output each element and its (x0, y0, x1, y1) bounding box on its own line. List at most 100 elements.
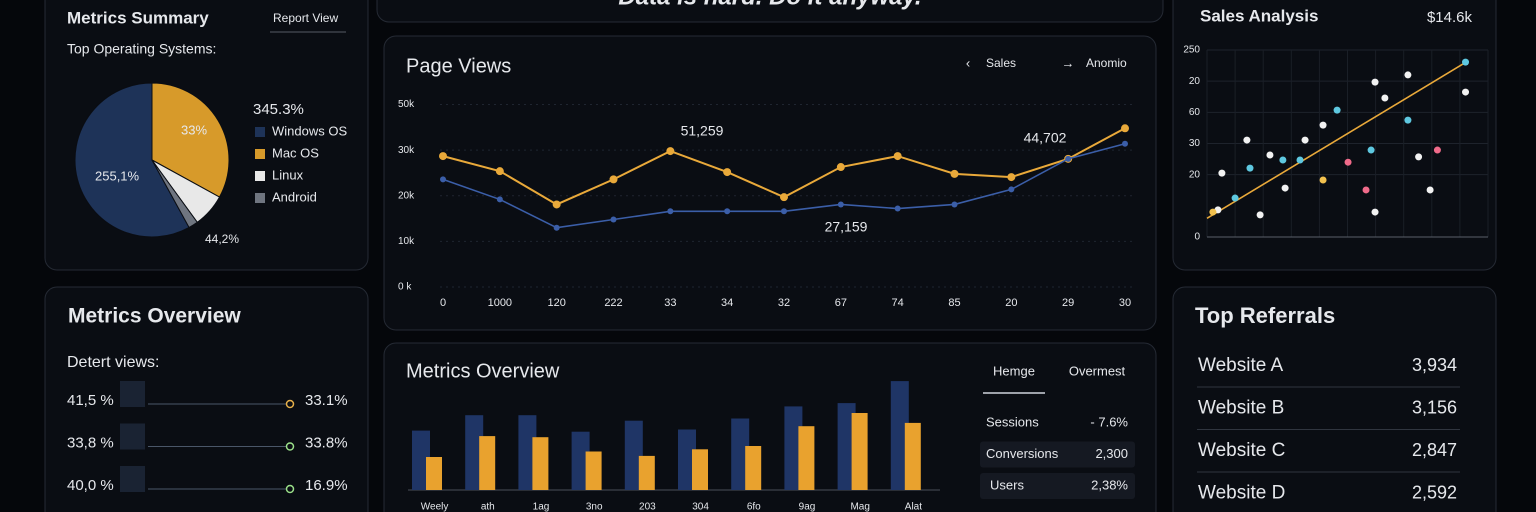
row-block (120, 423, 145, 450)
panel (376, 0, 1164, 23)
y-tick-label: 0 (1194, 232, 1200, 243)
pie-slice (151, 82, 230, 198)
scatter-point (1296, 156, 1304, 164)
panel (383, 35, 1157, 331)
row-dot (285, 442, 295, 451)
row-bg (980, 473, 1135, 499)
line-point (781, 208, 787, 215)
bar (532, 437, 549, 490)
panel-title: Metrics Overview (68, 305, 241, 328)
panel (1172, 286, 1497, 512)
legend-swatch (255, 193, 265, 203)
row-label: Sessions (986, 414, 1039, 429)
report-button[interactable]: Report View (273, 11, 338, 25)
bar (624, 420, 643, 490)
scatter-point (1301, 136, 1309, 144)
bar (745, 446, 762, 490)
scatter-point (1404, 116, 1412, 124)
line-point (837, 201, 844, 208)
x-tick-label: 304 (692, 502, 709, 512)
x-tick-label: 34 (721, 297, 733, 309)
scatter-point (1404, 71, 1412, 79)
row-label: 40,0 % (67, 477, 114, 494)
row-block (120, 466, 145, 492)
bar (904, 422, 921, 490)
line-point (1122, 140, 1128, 147)
y-tick-label: 10k (398, 236, 415, 247)
bar (412, 430, 430, 490)
tab[interactable]: Hemge (993, 363, 1035, 378)
row-value: 33.1% (305, 392, 348, 409)
scatter-point (1462, 88, 1470, 96)
referral-name: Website B (1198, 398, 1284, 419)
row-block (120, 381, 145, 407)
chart-title: Page Views (406, 55, 511, 77)
x-tick-label: 33 (664, 297, 676, 309)
chart-annotation: 44,702 (1024, 130, 1067, 146)
referral-value: 3,934 (1412, 355, 1457, 375)
line-point (495, 167, 504, 176)
scatter-point (1231, 194, 1239, 202)
scatter-point (1243, 136, 1251, 144)
chart-annotation: 27,159 (825, 219, 868, 235)
legend-label: Anomio (1086, 56, 1127, 70)
legend-label: Sales (986, 56, 1016, 70)
scatter-point (1381, 94, 1389, 102)
line-point (496, 196, 503, 203)
legend-label: Android (272, 189, 317, 204)
referral-name: Website D (1198, 483, 1285, 504)
row-label: 41,5 % (67, 392, 114, 409)
scatter-point (1362, 186, 1370, 194)
referral-value: 2,592 (1412, 482, 1457, 502)
x-tick-label: 1ag (533, 502, 550, 512)
x-tick-label: 3no (586, 502, 603, 512)
bar (585, 451, 602, 490)
scatter-point (1209, 208, 1217, 216)
pie-slice (74, 82, 190, 238)
x-tick-label: 85 (948, 297, 960, 309)
chart-title: Metrics Overview (406, 360, 560, 382)
scatter-point (1344, 158, 1352, 166)
line-point (894, 205, 901, 212)
x-tick-label: 29 (1062, 297, 1074, 309)
referral-name: Website C (1198, 440, 1285, 461)
x-tick-label: 203 (639, 502, 656, 512)
y-tick-label: 250 (1183, 45, 1200, 56)
line-point (893, 152, 902, 161)
x-tick-label: ath (481, 502, 495, 512)
x-tick-label: Weely (421, 502, 449, 512)
pie-annotation: 44,2% (205, 232, 239, 246)
referral-value: 3,156 (1412, 397, 1457, 417)
x-tick-label: 120 (547, 297, 565, 309)
x-tick-label: 74 (892, 297, 904, 309)
scatter-point (1319, 176, 1327, 184)
referral-value: 2,847 (1412, 440, 1457, 460)
bar (571, 431, 590, 490)
scatter-point (1415, 153, 1423, 161)
line-point (1121, 124, 1129, 133)
panel-subtitle: Top Operating Systems: (67, 41, 216, 57)
legend-icon: ‹ (966, 55, 970, 70)
pie-annotation: 255,1% (95, 168, 140, 183)
y-tick-label: 30 (1189, 138, 1201, 149)
legend-icon: → (1062, 55, 1075, 70)
trend-line (1206, 61, 1466, 219)
legend-label: Mac OS (272, 145, 319, 160)
scatter-point (1371, 208, 1379, 216)
legend-swatch (255, 171, 265, 181)
legend-swatch (255, 127, 265, 137)
tab[interactable]: Overmest (1069, 363, 1126, 378)
scatter-point (1246, 164, 1254, 172)
x-tick-label: Mag (850, 502, 869, 512)
scatter-point (1218, 169, 1226, 177)
scatter-point (1462, 58, 1470, 66)
line-point (723, 168, 732, 177)
x-tick-label: 30 (1119, 297, 1131, 309)
y-tick-label: 50k (398, 99, 415, 110)
chart-annotation: 51,259 (681, 123, 724, 139)
x-tick-label: 32 (778, 297, 790, 309)
bar (851, 413, 868, 490)
y-tick-label: 30k (398, 145, 415, 156)
legend-swatch (255, 149, 265, 159)
